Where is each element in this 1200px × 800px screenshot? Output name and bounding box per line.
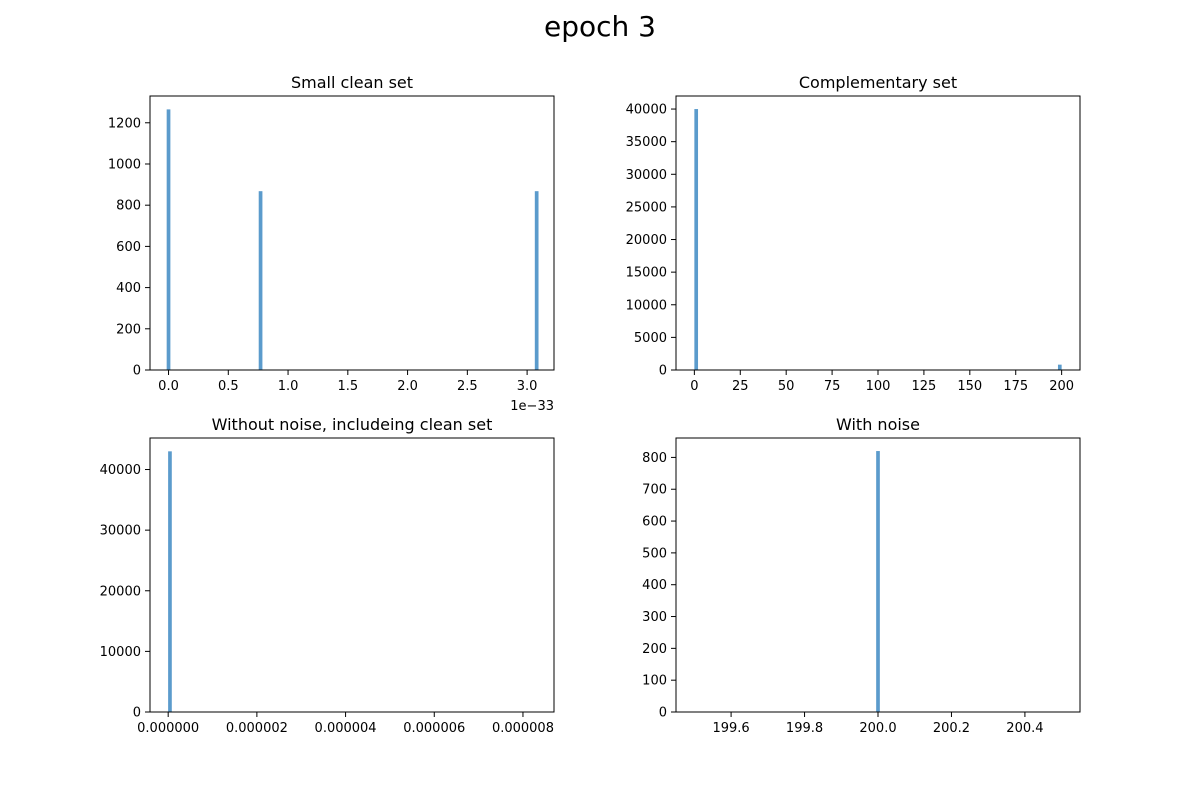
x-tick-label: 0.000006 bbox=[403, 721, 465, 736]
x-tick-label: 2.0 bbox=[397, 379, 418, 394]
subplot-title: Without noise, includeing clean set bbox=[212, 415, 493, 434]
histogram-bar bbox=[166, 109, 171, 370]
y-tick-label: 700 bbox=[642, 483, 667, 498]
y-tick-label: 1200 bbox=[108, 116, 141, 131]
subplot-title: With noise bbox=[836, 415, 920, 434]
y-tick-label: 0 bbox=[659, 706, 667, 721]
y-tick-label: 400 bbox=[116, 281, 141, 296]
x-tick-label: 0 bbox=[690, 379, 698, 394]
x-tick-label: 1.5 bbox=[337, 379, 358, 394]
histogram-bar bbox=[168, 451, 172, 712]
y-tick-label: 5000 bbox=[634, 331, 667, 346]
subplot-title: Small clean set bbox=[291, 73, 413, 92]
x-tick-label: 0.000008 bbox=[492, 721, 554, 736]
x-tick-label: 50 bbox=[778, 379, 795, 394]
y-tick-label: 200 bbox=[116, 322, 141, 337]
y-tick-label: 0 bbox=[133, 364, 141, 379]
y-tick-label: 40000 bbox=[100, 463, 141, 478]
y-tick-label: 30000 bbox=[626, 168, 667, 183]
histogram-bar bbox=[1057, 364, 1062, 370]
y-tick-label: 500 bbox=[642, 546, 667, 561]
x-tick-label: 150 bbox=[957, 379, 982, 394]
y-tick-label: 800 bbox=[642, 451, 667, 466]
x-tick-label: 1.0 bbox=[278, 379, 299, 394]
subplot-title: Complementary set bbox=[799, 73, 957, 92]
y-tick-label: 30000 bbox=[100, 524, 141, 539]
x-tick-label: 199.6 bbox=[712, 721, 749, 736]
x-tick-label: 199.8 bbox=[786, 721, 823, 736]
x-tick-label: 200.2 bbox=[933, 721, 970, 736]
subplot-4: With noise 199.6 199.8 200.0 200.2 200.4 0 100 2… bbox=[642, 415, 1081, 736]
axes-frame bbox=[149, 437, 555, 713]
histogram-bar bbox=[876, 451, 880, 712]
y-tick-label: 800 bbox=[116, 199, 141, 214]
y-tick-label: 20000 bbox=[100, 584, 141, 599]
x-tick-label: 0.000002 bbox=[226, 721, 288, 736]
x-tick-label: 0.000000 bbox=[137, 721, 199, 736]
x-tick-label: 125 bbox=[911, 379, 936, 394]
y-tick-label: 20000 bbox=[626, 233, 667, 248]
histogram-bar bbox=[694, 109, 699, 371]
histogram-bar bbox=[534, 191, 539, 370]
y-tick-label: 0 bbox=[659, 364, 667, 379]
x-axis-offset-label: 1e−33 bbox=[510, 399, 554, 414]
x-tick-label: 175 bbox=[1003, 379, 1028, 394]
y-tick-label: 600 bbox=[642, 515, 667, 530]
x-tick-label: 0.5 bbox=[218, 379, 239, 394]
subplot-1: Small clean set 0.0 0.5 1.0 1.5 2.0 2.5 3.0 0 200… bbox=[108, 73, 555, 414]
subplot-3: Without noise, includeing clean set 0.000… bbox=[100, 415, 555, 736]
y-tick-label: 600 bbox=[116, 240, 141, 255]
x-tick-label: 2.5 bbox=[457, 379, 478, 394]
axes-frame bbox=[675, 95, 1081, 371]
x-tick-label: 3.0 bbox=[517, 379, 538, 394]
y-tick-label: 1000 bbox=[108, 157, 141, 172]
x-tick-label: 75 bbox=[824, 379, 841, 394]
y-tick-label: 200 bbox=[642, 642, 667, 657]
y-tick-label: 100 bbox=[642, 674, 667, 689]
y-tick-label: 35000 bbox=[626, 135, 667, 150]
histogram-bar bbox=[258, 191, 263, 370]
y-tick-label: 10000 bbox=[100, 645, 141, 660]
x-tick-label: 25 bbox=[732, 379, 749, 394]
x-tick-label: 200.0 bbox=[859, 721, 896, 736]
y-tick-label: 10000 bbox=[626, 298, 667, 313]
y-tick-label: 15000 bbox=[626, 266, 667, 281]
y-tick-label: 300 bbox=[642, 610, 667, 625]
x-tick-label: 200 bbox=[1049, 379, 1074, 394]
y-tick-label: 400 bbox=[642, 578, 667, 593]
axes-frame bbox=[149, 95, 555, 371]
y-tick-label: 0 bbox=[133, 706, 141, 721]
x-tick-label: 200.4 bbox=[1006, 721, 1043, 736]
x-tick-label: 100 bbox=[866, 379, 891, 394]
y-tick-label: 40000 bbox=[626, 103, 667, 118]
figure-title: epoch 3 bbox=[544, 10, 656, 43]
x-tick-label: 0.0 bbox=[158, 379, 179, 394]
y-tick-label: 25000 bbox=[626, 200, 667, 215]
x-tick-label: 0.000004 bbox=[315, 721, 377, 736]
